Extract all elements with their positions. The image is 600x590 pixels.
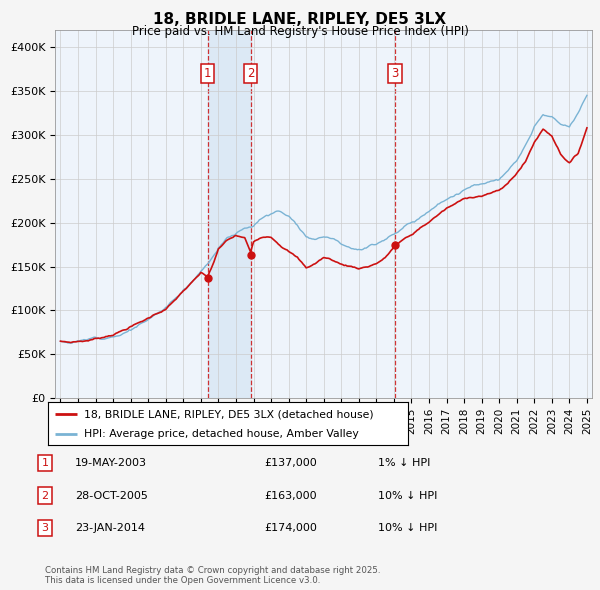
Text: 18, BRIDLE LANE, RIPLEY, DE5 3LX (detached house): 18, BRIDLE LANE, RIPLEY, DE5 3LX (detach… — [84, 409, 374, 419]
Text: 10% ↓ HPI: 10% ↓ HPI — [378, 523, 437, 533]
Text: 1% ↓ HPI: 1% ↓ HPI — [378, 458, 430, 468]
Text: Contains HM Land Registry data © Crown copyright and database right 2025.
This d: Contains HM Land Registry data © Crown c… — [45, 566, 380, 585]
Text: 28-OCT-2005: 28-OCT-2005 — [75, 491, 148, 500]
Text: £137,000: £137,000 — [264, 458, 317, 468]
Bar — [208, 30, 251, 398]
Text: 3: 3 — [391, 67, 399, 80]
Text: Price paid vs. HM Land Registry's House Price Index (HPI): Price paid vs. HM Land Registry's House … — [131, 25, 469, 38]
Text: 18, BRIDLE LANE, RIPLEY, DE5 3LX: 18, BRIDLE LANE, RIPLEY, DE5 3LX — [154, 12, 446, 27]
Text: £163,000: £163,000 — [264, 491, 317, 500]
Text: 23-JAN-2014: 23-JAN-2014 — [75, 523, 145, 533]
Text: 3: 3 — [41, 523, 49, 533]
Text: 1: 1 — [204, 67, 211, 80]
Text: 2: 2 — [247, 67, 254, 80]
Text: 19-MAY-2003: 19-MAY-2003 — [75, 458, 147, 468]
Text: HPI: Average price, detached house, Amber Valley: HPI: Average price, detached house, Ambe… — [84, 429, 359, 439]
Text: 10% ↓ HPI: 10% ↓ HPI — [378, 491, 437, 500]
Text: 1: 1 — [41, 458, 49, 468]
Text: 2: 2 — [41, 491, 49, 500]
Text: £174,000: £174,000 — [264, 523, 317, 533]
